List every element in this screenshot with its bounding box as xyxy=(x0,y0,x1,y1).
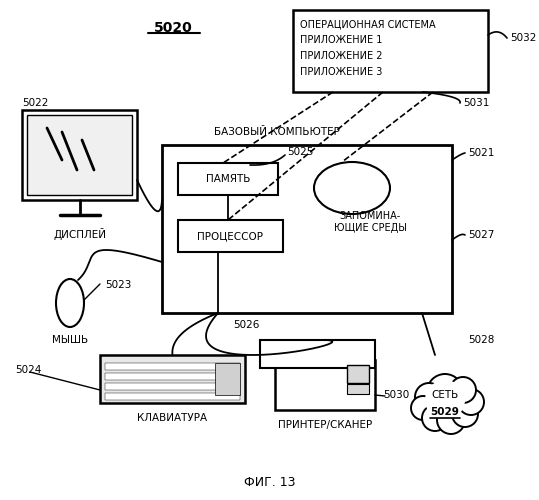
Bar xyxy=(105,363,240,370)
Text: 5030: 5030 xyxy=(383,390,409,400)
Ellipse shape xyxy=(314,162,390,214)
Circle shape xyxy=(427,374,463,410)
Text: 5027: 5027 xyxy=(468,230,494,240)
Bar xyxy=(178,163,278,195)
Text: 5028: 5028 xyxy=(468,335,494,345)
Circle shape xyxy=(425,380,465,420)
Text: 5032: 5032 xyxy=(510,33,536,43)
Circle shape xyxy=(452,401,478,427)
Bar xyxy=(100,355,245,403)
Bar xyxy=(178,220,283,252)
Text: ПАМЯТЬ: ПАМЯТЬ xyxy=(206,174,250,184)
Bar xyxy=(105,393,240,400)
Bar xyxy=(105,383,240,390)
Text: 5026: 5026 xyxy=(233,320,259,330)
Bar xyxy=(293,10,488,92)
Bar xyxy=(347,365,369,383)
Circle shape xyxy=(458,389,484,415)
Text: ЗАПОМИНА-
ЮЩИЕ СРЕДЫ: ЗАПОМИНА- ЮЩИЕ СРЕДЫ xyxy=(334,211,406,233)
Text: 5024: 5024 xyxy=(15,365,42,375)
Text: БАЗОВЫЙ КОМПЬЮТЕР: БАЗОВЫЙ КОМПЬЮТЕР xyxy=(214,127,340,137)
Text: 5022: 5022 xyxy=(22,98,49,108)
Ellipse shape xyxy=(56,279,84,327)
Text: 5023: 5023 xyxy=(105,280,132,290)
Text: ПРОЦЕССОР: ПРОЦЕССОР xyxy=(197,231,264,241)
Bar xyxy=(22,110,137,200)
Text: 5031: 5031 xyxy=(463,98,489,108)
Text: 5029: 5029 xyxy=(431,407,459,417)
Bar xyxy=(105,373,240,380)
Text: 5020: 5020 xyxy=(154,21,192,35)
Bar xyxy=(275,360,375,410)
Text: ПРИНТЕР/СКАНЕР: ПРИНТЕР/СКАНЕР xyxy=(278,420,372,430)
Text: МЫШЬ: МЫШЬ xyxy=(52,335,88,345)
Text: ДИСПЛЕЙ: ДИСПЛЕЙ xyxy=(53,228,106,240)
Bar xyxy=(162,145,452,313)
Bar xyxy=(27,115,132,195)
Text: КЛАВИАТУРА: КЛАВИАТУРА xyxy=(137,413,208,423)
Circle shape xyxy=(437,406,465,434)
Text: 5021: 5021 xyxy=(468,148,494,158)
Circle shape xyxy=(411,396,435,420)
Text: ПРИЛОЖЕНИЕ 1: ПРИЛОЖЕНИЕ 1 xyxy=(300,35,382,45)
Bar xyxy=(260,340,375,368)
Text: ПРИЛОЖЕНИЕ 3: ПРИЛОЖЕНИЕ 3 xyxy=(300,67,382,77)
Text: ОПЕРАЦИОННАЯ СИСТЕМА: ОПЕРАЦИОННАЯ СИСТЕМА xyxy=(300,19,436,29)
Circle shape xyxy=(422,405,448,431)
Circle shape xyxy=(415,383,443,411)
Bar xyxy=(347,384,369,394)
Circle shape xyxy=(450,377,476,403)
Text: 5025: 5025 xyxy=(287,147,313,157)
Text: СЕТЬ: СЕТЬ xyxy=(431,390,459,400)
Text: ФИГ. 13: ФИГ. 13 xyxy=(244,476,296,488)
Text: ПРИЛОЖЕНИЕ 2: ПРИЛОЖЕНИЕ 2 xyxy=(300,51,383,61)
Bar xyxy=(215,363,240,395)
